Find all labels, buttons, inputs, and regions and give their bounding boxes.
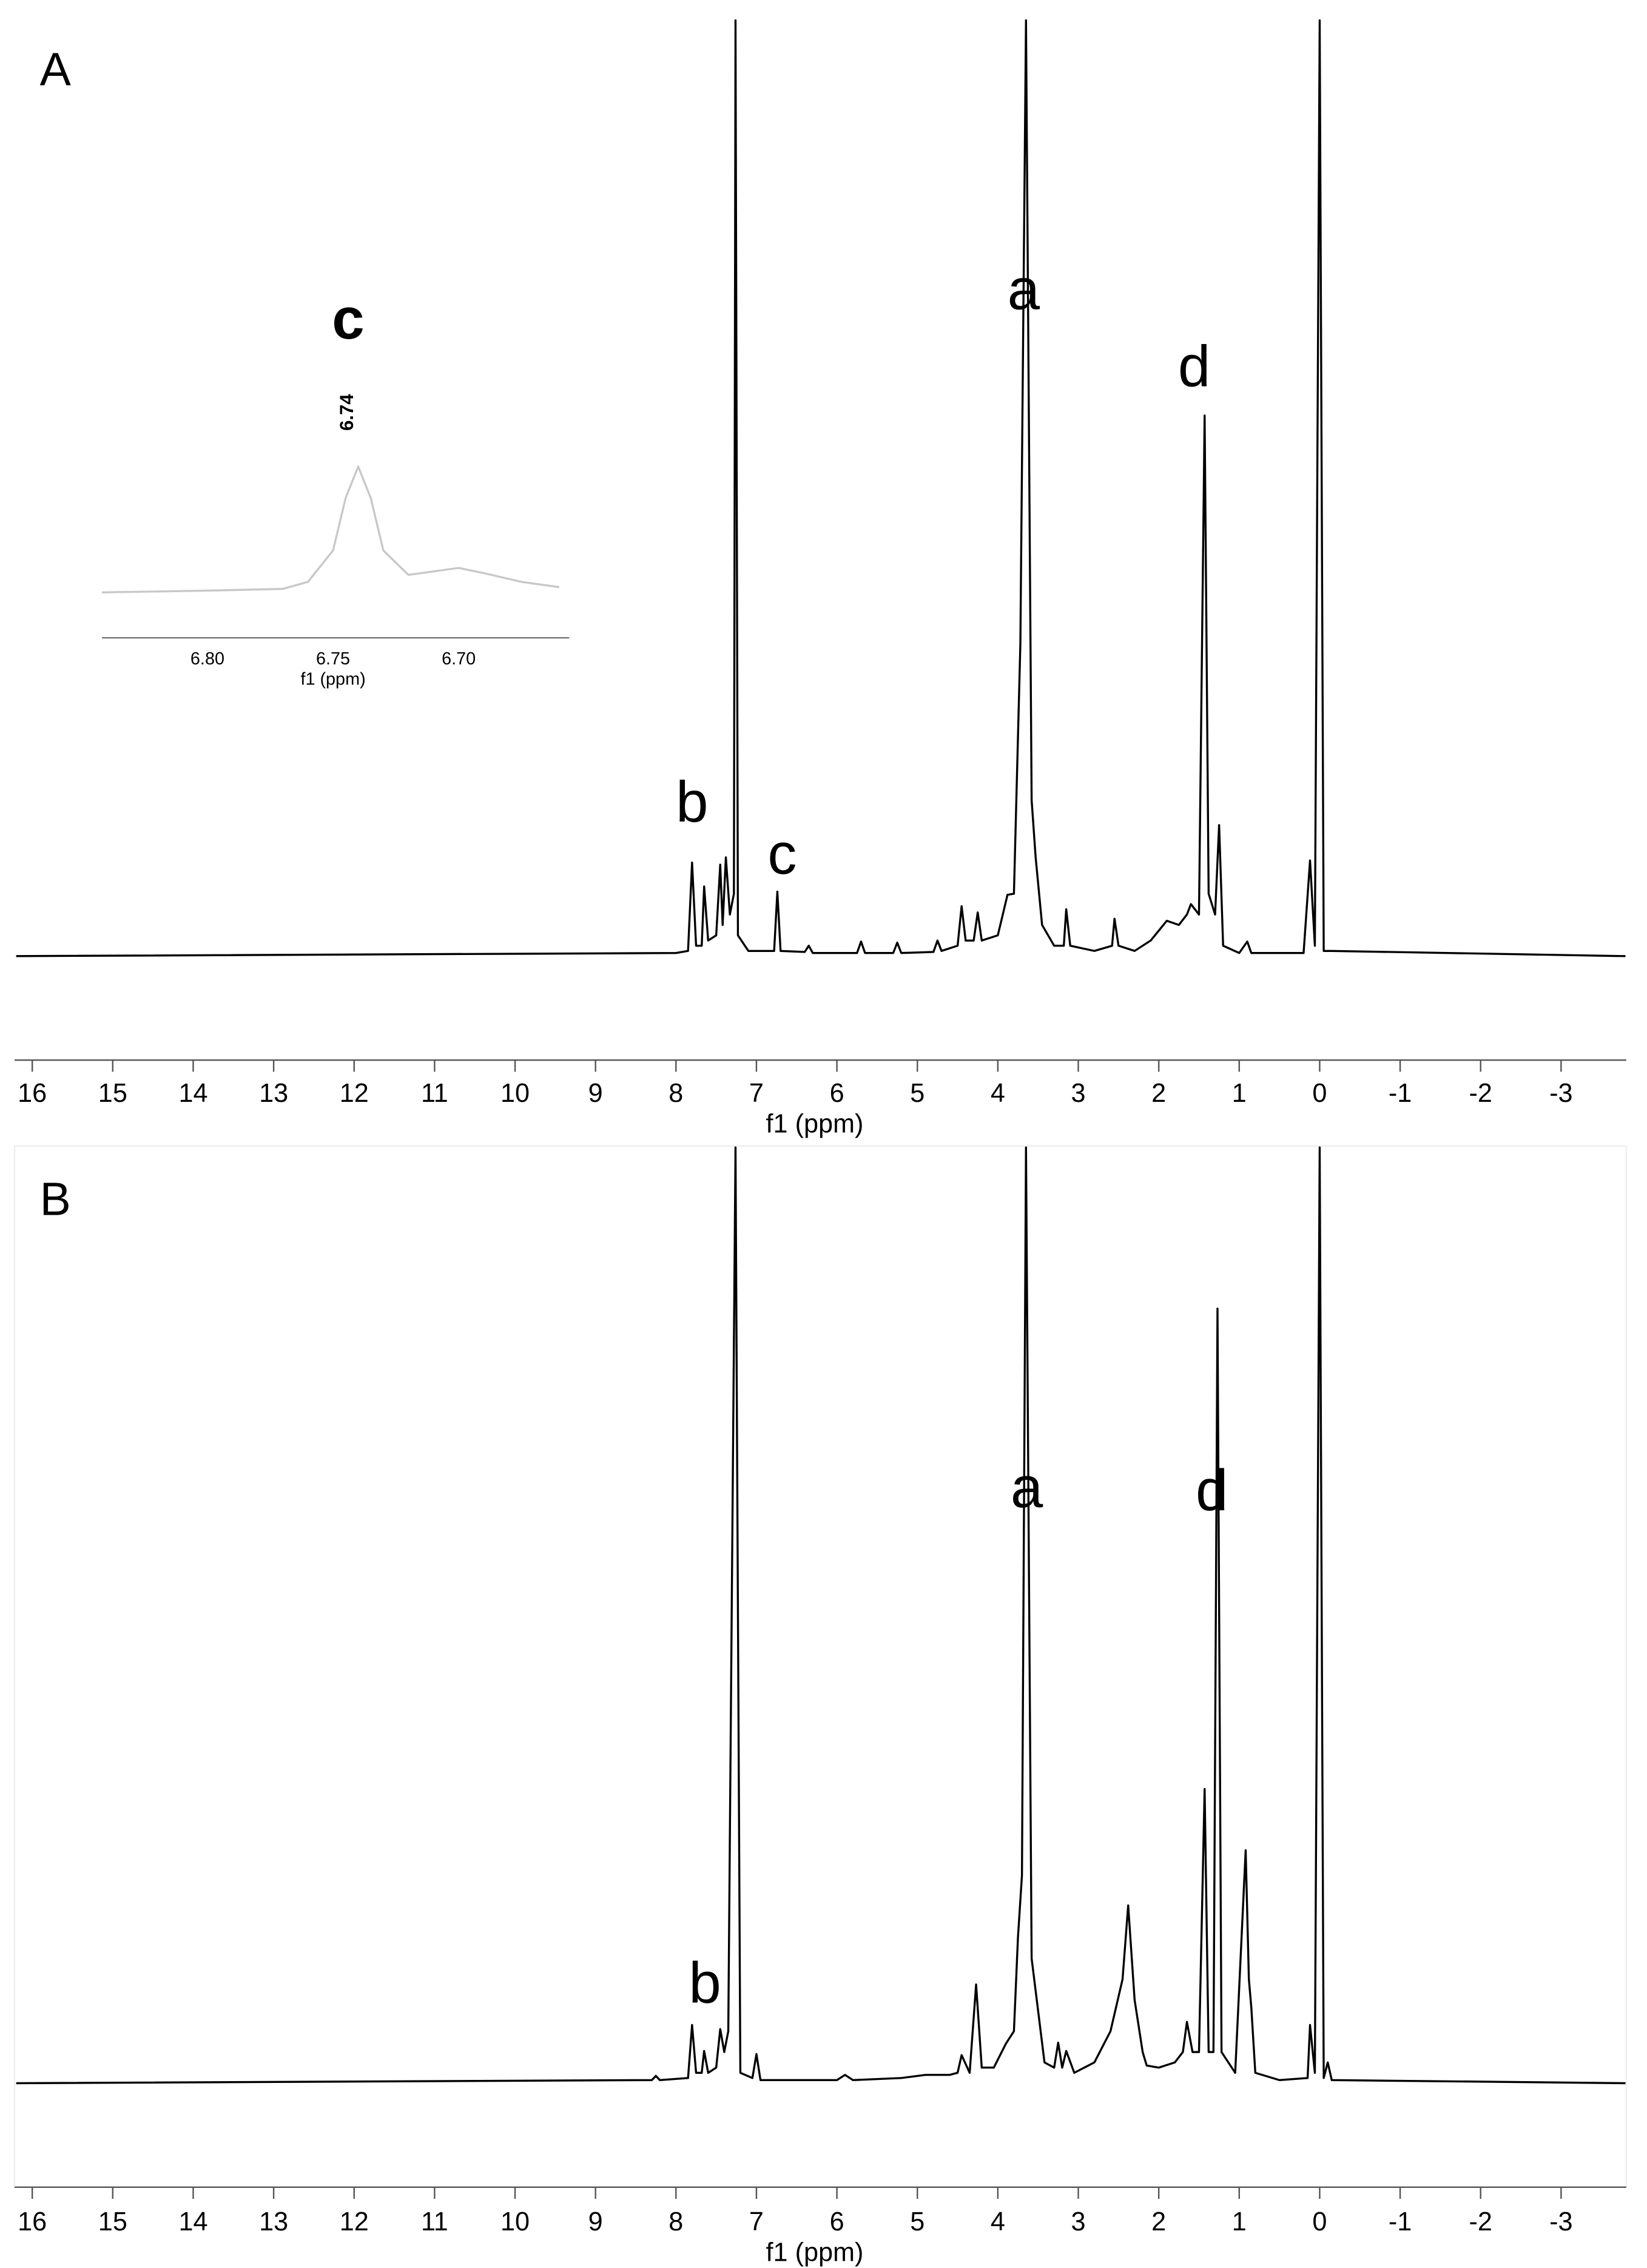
- x-tick-label: 3: [1071, 1079, 1085, 1108]
- x-tick-label: 2: [1151, 1079, 1166, 1108]
- x-tick-label: 16: [18, 1079, 47, 1108]
- x-tick-label: 10: [500, 2207, 530, 2236]
- x-tick-label: 7: [749, 1079, 764, 1108]
- peak-annotation: 6.74: [336, 394, 357, 431]
- x-tick-label: 11: [421, 2207, 448, 2236]
- x-tick-label: 14: [178, 1079, 207, 1108]
- x-axis-label: f1 (ppm): [300, 669, 365, 689]
- panel-label: B: [40, 1173, 71, 1226]
- x-tick-label: -2: [1469, 1079, 1492, 1108]
- x-tick-label: 7: [749, 2207, 764, 2236]
- peak-annotation: a: [1011, 1455, 1043, 1520]
- x-tick-label: 9: [588, 1079, 603, 1108]
- x-tick-label: 14: [178, 2207, 207, 2236]
- x-tick-label: 9: [588, 2207, 603, 2236]
- x-tick-label: -1: [1389, 1079, 1412, 1108]
- spectrum-line: [16, 1146, 1626, 2085]
- x-tick-label: 16: [18, 2207, 47, 2236]
- x-tick-label: 15: [98, 1079, 127, 1108]
- peak-annotation: c: [767, 822, 797, 886]
- x-tick-label: 8: [669, 1079, 683, 1108]
- x-tick-label: 13: [259, 1079, 288, 1108]
- x-tick-label: 6: [830, 1079, 844, 1108]
- peak-annotation: a: [1008, 257, 1040, 322]
- x-tick-label: 6.75: [316, 649, 350, 669]
- x-tick-label: 11: [421, 1079, 448, 1108]
- x-tick-label: 4: [991, 2207, 1005, 2236]
- peak-annotation: c: [332, 286, 364, 351]
- peak-annotation: b: [676, 769, 708, 834]
- x-tick-label: 0: [1312, 2207, 1327, 2236]
- spectrum-line: [16, 19, 1626, 957]
- x-tick-label: -3: [1549, 2207, 1572, 2236]
- x-tick-label: 15: [98, 2207, 127, 2236]
- x-tick-label: 1: [1232, 1079, 1247, 1108]
- x-tick-label: 13: [259, 2207, 288, 2236]
- peak-annotation: d: [1178, 334, 1210, 399]
- x-tick-label: 6.80: [190, 649, 224, 669]
- panel-label: A: [40, 43, 72, 95]
- x-tick-label: 6: [830, 2207, 844, 2236]
- x-tick-label: 12: [340, 2207, 369, 2236]
- x-tick-label: 0: [1312, 1079, 1327, 1108]
- x-tick-label: 1: [1232, 2207, 1247, 2236]
- x-tick-label: -3: [1549, 1079, 1572, 1108]
- x-tick-label: 8: [669, 2207, 683, 2236]
- x-tick-label: -2: [1469, 2207, 1492, 2236]
- x-tick-label: 5: [910, 2207, 925, 2236]
- x-tick-label: 6.70: [442, 649, 476, 669]
- x-axis-label: f1 (ppm): [766, 1110, 864, 1139]
- peak-annotation: d: [1196, 1458, 1228, 1523]
- x-tick-label: 5: [910, 1079, 925, 1108]
- x-tick-label: 4: [991, 1079, 1005, 1108]
- peak-annotation: b: [689, 1951, 721, 2016]
- x-tick-label: 2: [1151, 2207, 1166, 2236]
- x-tick-label: 10: [500, 1079, 530, 1108]
- x-axis-label: f1 (ppm): [766, 2238, 864, 2267]
- x-tick-label: 12: [340, 1079, 369, 1108]
- spectrum-line: [101, 465, 560, 593]
- x-tick-label: 3: [1071, 2207, 1085, 2236]
- x-tick-label: -1: [1389, 2207, 1412, 2236]
- panel-frame: [13, 1145, 1627, 2188]
